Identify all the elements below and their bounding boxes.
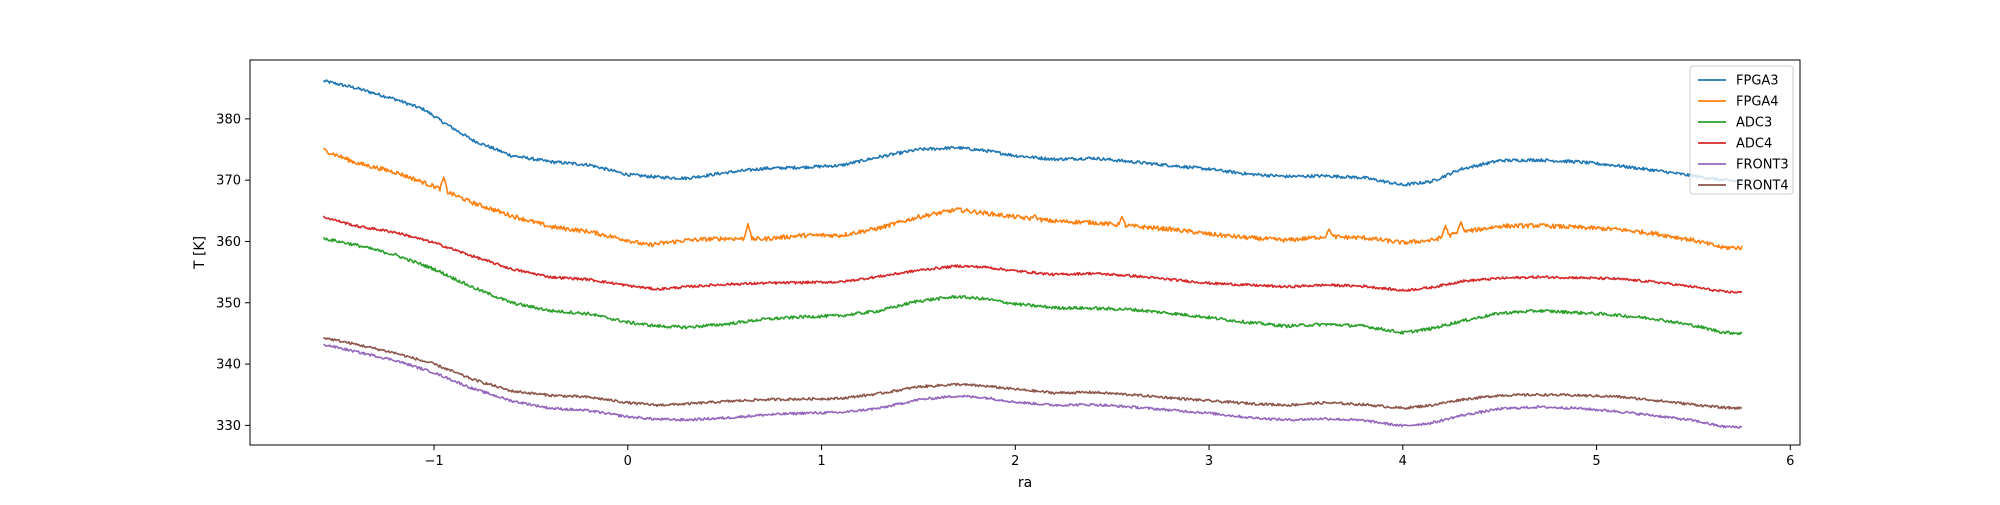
x-tick-label: 0	[624, 454, 632, 469]
legend-box	[1689, 65, 1794, 195]
y-axis-label: T [K]	[192, 236, 208, 270]
legend: FPGA3 FPGA4 ADC3 ADC4 FRONT3 FRONT4	[1689, 65, 1794, 195]
y-axis-ticks: 330 340 350 360 370 380	[216, 112, 250, 434]
legend-label-front3: FRONT3	[1736, 158, 1789, 173]
plot-frame	[249, 59, 1801, 446]
legend-label-fpga3: FPGA3	[1736, 74, 1779, 89]
series-line-adc4	[322, 215, 1743, 294]
x-tick-label: −1	[424, 454, 443, 469]
x-axis-label: ra	[1018, 475, 1032, 491]
series-layer	[322, 79, 1743, 430]
y-tick-label: 380	[216, 112, 241, 127]
legend-label-front4: FRONT4	[1736, 179, 1789, 194]
x-tick-label: 6	[1786, 454, 1794, 469]
series-line-fpga4	[323, 147, 1743, 251]
series-line-adc3	[322, 236, 1743, 336]
y-tick-label: 350	[216, 296, 241, 311]
legend-label-adc4: ADC4	[1736, 137, 1772, 152]
x-tick-label: 5	[1592, 454, 1600, 469]
series-line-fpga3	[322, 79, 1743, 187]
legend-label-adc3: ADC3	[1736, 116, 1772, 131]
y-tick-label: 330	[216, 419, 241, 434]
legend-label-fpga4: FPGA4	[1736, 95, 1779, 110]
x-axis-ticks: −1 0 1 2 3 4 5 6	[424, 445, 1794, 469]
y-tick-label: 340	[216, 358, 241, 373]
y-tick-label: 370	[216, 174, 241, 189]
y-tick-label: 360	[216, 235, 241, 250]
x-tick-label: 4	[1399, 454, 1407, 469]
x-tick-label: 3	[1205, 454, 1213, 469]
x-tick-label: 1	[817, 454, 825, 469]
x-tick-label: 2	[1011, 454, 1019, 469]
legend-items: FPGA3 FPGA4 ADC3 ADC4 FRONT3 FRONT4	[1698, 74, 1789, 194]
series-line-front4	[322, 336, 1743, 410]
series-line-front3	[323, 343, 1743, 430]
